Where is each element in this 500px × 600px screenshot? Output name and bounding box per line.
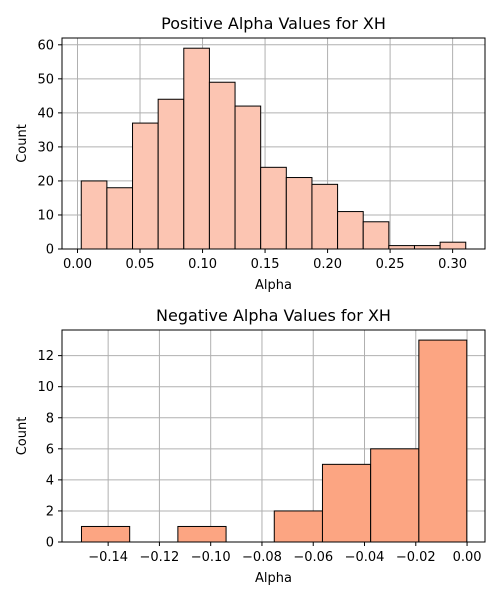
histogram-bar: [418, 339, 468, 543]
x-tick-label: −0.08: [242, 550, 282, 565]
x-tick-label: 0.15: [251, 257, 280, 272]
ticks: 0.00 0.05 0.10 0.15 0.20 0.25 0.30 0 10 20 30 40 50 6…: [37, 38, 467, 272]
x-axis-label: Alpha: [255, 278, 292, 293]
histogram-bar: [413, 245, 441, 250]
bars: [80, 339, 468, 543]
x-tick-label: −0.14: [88, 550, 128, 565]
histogram-bar: [80, 525, 131, 543]
y-tick-label: 30: [37, 140, 54, 155]
x-tick-label: −0.06: [293, 550, 333, 565]
histogram-bar: [370, 448, 420, 543]
x-tick-label: −0.12: [139, 550, 179, 565]
histogram-bar: [260, 166, 287, 250]
y-axis-label: Count: [15, 124, 30, 163]
y-tick-label: 20: [37, 174, 54, 189]
histogram-bar: [439, 241, 467, 250]
chart-title: Negative Alpha Values for XH: [156, 306, 391, 325]
histogram-bar: [132, 122, 159, 250]
y-tick-label: 0: [46, 536, 54, 551]
x-tick-label: −0.10: [191, 550, 231, 565]
chart-negative-alpha: Negative Alpha Values for XH Alpha Count…: [15, 306, 486, 586]
histogram-bar: [177, 525, 227, 543]
x-axis-label: Alpha: [255, 571, 292, 586]
y-tick-label: 4: [46, 473, 54, 488]
y-tick-label: 12: [37, 349, 54, 364]
histogram-bar: [106, 187, 134, 250]
x-tick-label: 0.30: [438, 257, 467, 272]
x-tick-label: 0.00: [63, 257, 92, 272]
y-tick-label: 10: [37, 380, 54, 395]
y-tick-label: 8: [46, 411, 54, 426]
plot-frame: [61, 329, 486, 543]
bars: [80, 47, 467, 250]
histogram-bar: [337, 211, 364, 250]
x-tick-label: 0.25: [376, 257, 405, 272]
x-tick-label: −0.02: [396, 550, 436, 565]
y-axis-label: Count: [15, 417, 30, 456]
histogram-bar: [183, 47, 210, 250]
chart-title: Positive Alpha Values for XH: [161, 14, 386, 33]
histogram-bar: [285, 177, 313, 250]
histogram-bar: [208, 81, 236, 250]
x-tick-label: 0.05: [126, 257, 155, 272]
y-tick-label: 0: [46, 243, 54, 258]
histogram-bar: [234, 105, 262, 250]
histogram-bar: [80, 180, 108, 250]
histogram-bar: [388, 245, 415, 250]
plot-frame: [61, 37, 486, 250]
ticks: −0.14 −0.12 −0.10 −0.08 −0.06 −0.04 −0.02 0.00 0…: [37, 349, 481, 565]
y-tick-label: 50: [37, 72, 54, 87]
y-tick-label: 60: [37, 38, 54, 53]
histogram-bar: [311, 183, 339, 250]
y-tick-label: 2: [46, 504, 54, 519]
y-tick-label: 40: [37, 106, 54, 121]
histogram-bar: [273, 510, 323, 543]
histogram-bar: [321, 463, 372, 543]
y-tick-label: 6: [46, 442, 54, 457]
x-tick-label: 0.00: [453, 550, 482, 565]
chart-positive-alpha: Positive Alpha Values for XH Alpha Count…: [15, 14, 486, 293]
y-tick-label: 10: [37, 208, 54, 223]
x-tick-label: 0.20: [313, 257, 342, 272]
x-tick-label: −0.04: [345, 550, 385, 565]
x-tick-label: 0.10: [188, 257, 217, 272]
histogram-bar: [362, 221, 390, 250]
histogram-bar: [157, 98, 185, 250]
